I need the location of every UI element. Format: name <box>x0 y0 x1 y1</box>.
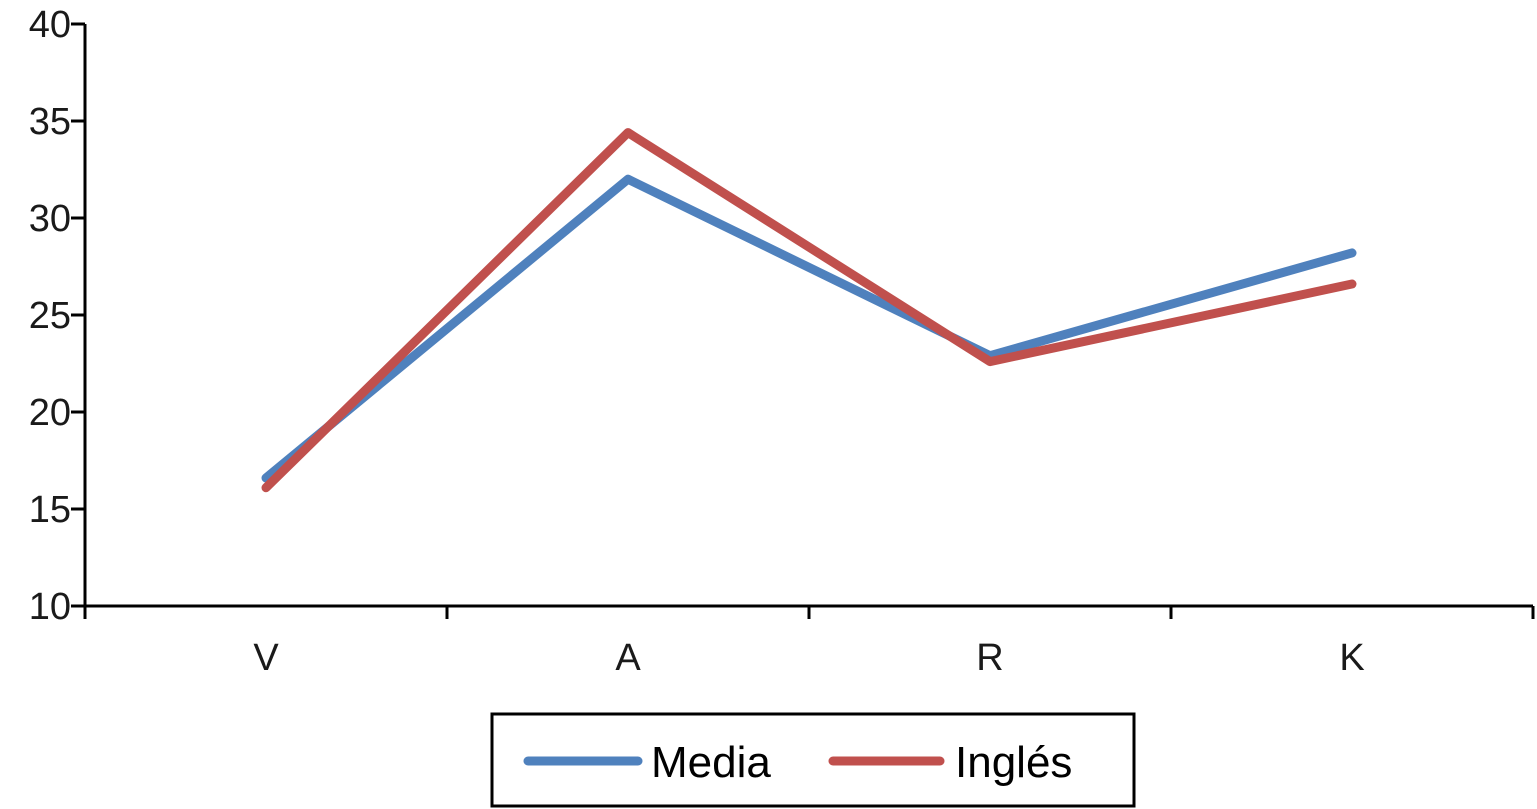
y-axis: 10 15 20 25 30 35 40 <box>29 4 87 628</box>
legend: Media Inglés <box>490 712 1136 808</box>
legend-label-1: Inglés <box>955 738 1072 787</box>
series-line-0 <box>261 174 1357 483</box>
y-tick-label: 30 <box>29 198 71 240</box>
x-tick-label: K <box>1339 637 1364 679</box>
y-tick-label: 35 <box>29 101 71 143</box>
x-tick-label: R <box>976 637 1003 679</box>
y-tick-label: 25 <box>29 295 71 337</box>
y-tick-label: 10 <box>29 586 71 628</box>
y-tick-label: 20 <box>29 392 71 434</box>
x-tick-label: A <box>615 637 641 679</box>
y-tick-label: 15 <box>29 489 71 531</box>
series-lines <box>261 128 1357 493</box>
series-line-1 <box>261 128 1357 493</box>
legend-label-0: Media <box>651 738 771 787</box>
x-tick-label: V <box>253 637 279 679</box>
y-tick-label: 40 <box>29 4 71 46</box>
